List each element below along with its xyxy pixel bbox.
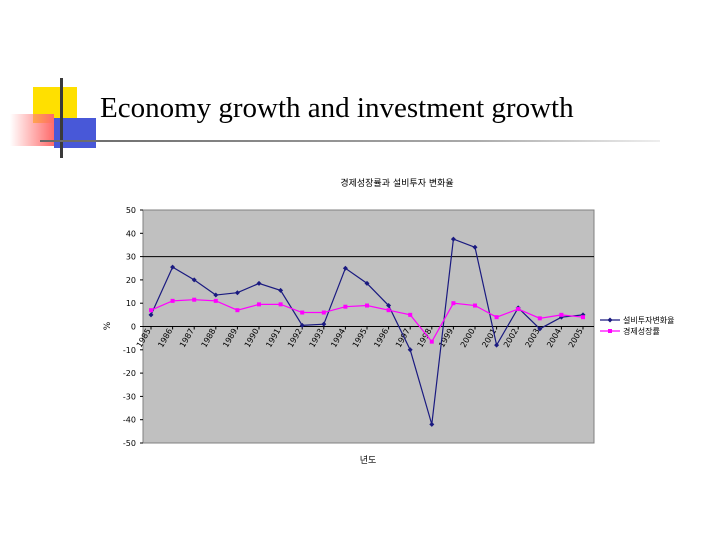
data-point-0 — [148, 312, 154, 318]
data-point-1 — [581, 315, 585, 320]
data-point-0 — [170, 264, 176, 270]
y-tick-label: -30 — [123, 392, 136, 401]
y-tick-label: 10 — [126, 299, 136, 308]
data-point-1 — [321, 310, 326, 315]
y-tick-label: -40 — [123, 416, 136, 425]
y-tick-label: 0 — [131, 323, 136, 332]
y-tick-label: 20 — [126, 276, 136, 285]
data-point-1 — [559, 312, 564, 317]
data-point-1 — [451, 301, 456, 306]
data-point-1 — [235, 308, 240, 313]
chart-title: 경제성장률과 설비투자 변화율 — [340, 177, 453, 189]
data-point-1 — [149, 308, 153, 313]
data-point-0 — [407, 347, 413, 353]
y-tick-label: -20 — [123, 369, 136, 378]
y-tick-label: -50 — [123, 439, 136, 448]
legend-marker — [608, 329, 612, 333]
data-point-1 — [343, 304, 348, 309]
data-point-1 — [537, 316, 542, 321]
data-point-1 — [429, 339, 434, 344]
legend-label: 경제성장률 — [623, 326, 660, 336]
data-point-0 — [342, 265, 348, 271]
data-point-0 — [299, 322, 305, 328]
data-point-1 — [473, 303, 477, 308]
data-point-1 — [408, 312, 413, 317]
data-point-0 — [364, 280, 370, 286]
y-tick-label: 40 — [126, 229, 136, 238]
data-point-1 — [213, 298, 218, 303]
data-point-1 — [257, 302, 261, 307]
data-point-1 — [365, 303, 369, 308]
data-point-1 — [278, 302, 283, 307]
deco-horizontal-rule — [40, 140, 660, 142]
data-point-1 — [386, 308, 391, 313]
x-axis-label: 년도 — [360, 455, 377, 466]
data-point-1 — [516, 307, 521, 312]
data-point-0 — [321, 321, 327, 327]
data-point-0 — [213, 292, 219, 298]
data-point-0 — [234, 290, 240, 296]
data-point-0 — [278, 287, 284, 293]
legend-label: 설비투자변화율 — [623, 315, 675, 325]
data-point-0 — [450, 236, 456, 242]
data-point-0 — [429, 421, 435, 427]
legend-marker — [607, 317, 613, 323]
y-tick-label: 50 — [126, 206, 136, 215]
data-point-1 — [494, 315, 499, 320]
data-point-0 — [494, 342, 500, 348]
data-point-1 — [192, 297, 197, 302]
slide-title: Economy growth and investment growth — [100, 92, 574, 124]
data-point-0 — [191, 277, 197, 283]
data-point-1 — [170, 298, 175, 303]
deco-vertical-rule — [60, 78, 63, 158]
data-point-0 — [256, 280, 262, 286]
data-point-0 — [386, 303, 392, 309]
data-point-0 — [537, 326, 543, 332]
y-tick-label: 30 — [126, 253, 136, 262]
data-point-1 — [300, 310, 305, 315]
y-axis-label: % — [103, 321, 113, 330]
y-tick-label: -10 — [123, 346, 136, 355]
data-point-0 — [472, 244, 478, 250]
